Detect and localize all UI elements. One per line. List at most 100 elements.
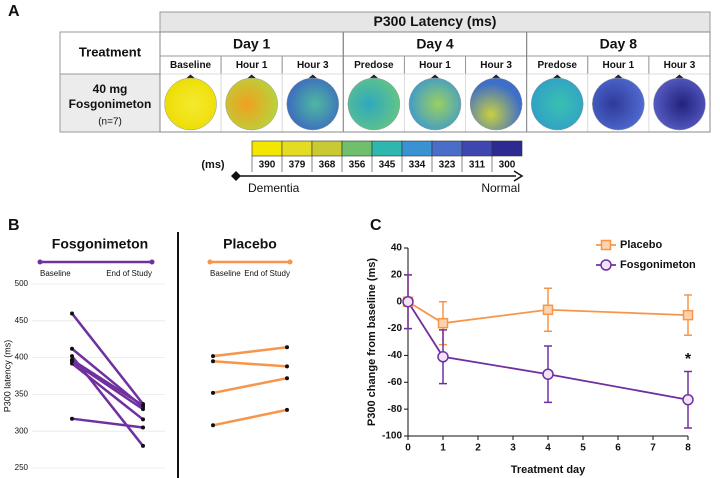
subject-point [70,354,74,359]
subject-line [71,417,144,429]
topo-map [653,77,706,131]
marker [437,317,449,329]
colorbar-cell [251,140,283,157]
topo-map [530,77,584,131]
subject-point [211,390,215,395]
panel-label: A [8,3,20,20]
arrow-head [513,170,524,182]
topo-nose [308,74,317,78]
marker [600,259,612,271]
marker [437,351,449,363]
chart-title: Fosgonimeton [52,236,148,252]
table-title: P300 Latency (ms) [374,13,497,29]
subject-point [141,403,145,408]
subject-point [70,346,74,351]
marker [542,368,554,380]
subject-point [70,311,74,316]
day-group [526,31,711,133]
subject-line [212,360,288,368]
timepoint-label: Baseline [170,60,212,71]
subject-point [211,359,215,364]
subject-point [285,407,289,412]
colorbar-cell [341,140,373,157]
treatment-cell [59,73,161,133]
y-tick-label: 400 [15,353,29,362]
x-tick-label: 6 [615,443,621,454]
legend-label: End of Study [106,269,152,278]
marker [682,309,694,321]
colorbar-unit: (ms) [201,159,225,171]
chart-title: Placebo [223,236,277,252]
subject-line [71,355,144,447]
y-tick-label: -40 [388,350,403,361]
colorbar-label: 300 [499,160,516,171]
panel-label: B [8,217,20,234]
n-label: (n=7) [98,117,122,128]
y-tick-label: 0 [396,296,402,307]
y-tick-label: -100 [382,431,402,442]
topo-nose [614,74,623,78]
y-tick-label: -60 [388,377,403,388]
x-tick-label: 4 [545,443,551,454]
arrow-tail [231,171,241,181]
timepoint-label: Hour 3 [297,60,329,71]
scale-left-label: Dementia [248,181,300,195]
legend-label: Placebo [620,239,662,251]
subject-point [141,417,145,422]
y-tick-label: 450 [15,316,29,325]
y-tick-label: 350 [15,390,29,399]
topo-nose [186,74,195,78]
treatment-header: Treatment [79,44,142,59]
colorbar-label: 323 [439,160,456,171]
subject-point [141,407,145,412]
timepoint-label: Hour 1 [236,60,268,71]
colorbar-cell [371,140,403,157]
topo-nose [553,74,562,78]
topo-map [164,77,217,131]
subject-line [71,362,144,421]
y-axis-label: P300 change from baseline (ms) [366,258,378,426]
topo-map [592,77,645,131]
topo-map [225,77,278,131]
scale-right-label: Normal [481,181,520,195]
colorbar-cell [431,140,463,157]
timepoint-label: Hour 3 [664,60,696,71]
subject-point [141,425,145,430]
subject-line [71,312,144,405]
legend-dot [149,259,155,265]
legend-dot [207,259,213,265]
subject-point [211,423,215,428]
colorbar-cell [281,140,313,157]
subject-line [71,358,144,407]
topo-nose [247,74,256,78]
colorbar-label: 345 [379,160,396,171]
topo-map [469,77,523,131]
day-label: Day 1 [233,36,271,52]
y-tick-label: 500 [15,279,29,288]
colorbar-cell [311,140,343,157]
legend-dot [37,259,43,265]
legend-label: Baseline [210,269,241,278]
x-tick-label: 3 [510,443,516,454]
treatment-label: Fosgonimeton [69,97,152,111]
colorbar-cell [401,140,433,157]
marker [600,239,612,251]
colorbar-label: 390 [259,160,276,171]
timepoint-label: Predose [537,60,577,71]
panel-label: C [370,217,382,234]
day-label: Day 8 [600,36,638,52]
timepoint-label: Predose [354,60,394,71]
y-tick-label: 300 [15,426,29,435]
colorbar-label: 368 [319,160,336,171]
subject-line [71,360,144,411]
subject-point [141,443,145,448]
colorbar-label: 334 [409,160,426,171]
timepoint-label: Hour 3 [480,60,512,71]
marker [682,393,694,406]
series-line [407,301,689,401]
colorbar-label: 356 [349,160,366,171]
topo-nose [675,74,684,78]
colorbar-label: 311 [469,160,486,171]
x-tick-label: 7 [650,443,656,454]
